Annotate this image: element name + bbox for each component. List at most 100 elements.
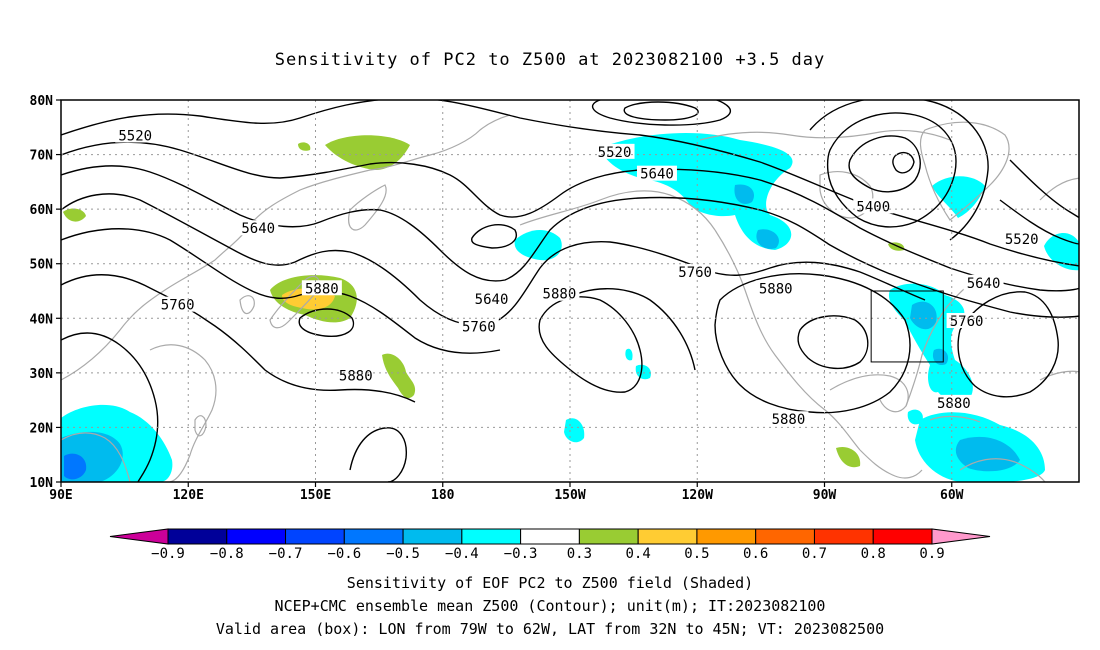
coastline-philippines [194, 415, 207, 437]
colorbar-tick-label: 0.7 [802, 546, 827, 562]
lon-tick-label: 150E [300, 488, 331, 503]
caption-line-3: Valid area (box): LON from 79W to 62W, L… [215, 620, 885, 638]
longitude-axis: 90E 120E 150E 180 150W 120W 90W 60W [49, 482, 964, 503]
colorbar-left-arrow [109, 528, 169, 545]
contour-pacific-loop [349, 427, 407, 482]
positive-region-siberia [325, 135, 410, 170]
lon-tick-label: 90E [49, 488, 72, 503]
contour-label-bg [853, 198, 894, 214]
colorbar-tick-label: −0.6 [327, 546, 361, 562]
contour-subtropical-a [61, 274, 416, 403]
contour-label-bg [238, 220, 279, 236]
coastline-gulf [829, 374, 909, 413]
contour-label-bg [946, 313, 987, 329]
contour-low-outer-2 [809, 100, 989, 241]
contour-bering-low [471, 224, 517, 249]
contour-label: 5760 [950, 314, 984, 330]
contour-label-bg [115, 127, 156, 143]
negative-region-gulf-of-alaska [600, 133, 793, 250]
contour-label: 5760 [462, 319, 496, 335]
contour-label: 5520 [118, 128, 152, 144]
lat-tick-label: 40N [30, 312, 54, 327]
coastline-europe [1039, 177, 1079, 201]
colorbar-swatch [755, 528, 815, 545]
negative-spot-pacific-c [625, 348, 633, 361]
lat-tick-label: 60N [30, 203, 54, 218]
negative-core-caribbean [955, 436, 1020, 472]
colorbar-right-arrow [931, 528, 991, 545]
negative-region-greenland [932, 176, 985, 218]
contour-label-bg [768, 411, 809, 427]
contour-atlantic-north-2 [1009, 159, 1079, 219]
contour-label-bg [157, 296, 198, 312]
map-title: Sensitivity of PC2 to Z500 at 2023082100… [274, 50, 826, 70]
colorbar-tick-label: 0.8 [861, 546, 886, 562]
contour-atlantic-high [957, 291, 1059, 398]
coastline-china [149, 344, 217, 482]
contour-labels: 5520 5520 5520 5640 5640 5640 5640 5760 5760 5760… [115, 127, 1042, 428]
positive-spot-mexico [836, 446, 861, 468]
contour-label: 5760 [161, 298, 195, 314]
coastline-kamchatka [348, 184, 387, 231]
coastline-alaska [519, 190, 716, 231]
lat-tick-label: 30N [30, 367, 54, 382]
colorbar-swatch [578, 528, 639, 545]
colorbar-tick-label: −0.5 [386, 546, 420, 562]
colorbar-tick-label: −0.8 [210, 546, 244, 562]
contour-label-bg [1001, 231, 1042, 247]
colorbar-tick-label: 0.4 [626, 546, 651, 562]
negative-core-east-coast [910, 301, 937, 330]
contour-label-bg [301, 280, 342, 296]
lon-tick-label: 180 [431, 488, 455, 503]
lon-tick-label: 60W [940, 488, 964, 503]
contour-label: 5520 [1005, 232, 1039, 248]
positive-spot-siberia [298, 142, 311, 151]
contour-label-bg [539, 285, 580, 301]
contour-label-bg [675, 263, 716, 279]
colorbar-tick-label: −0.3 [504, 546, 538, 562]
caption-line-1: Sensitivity of EOF PC2 to Z500 field (Sh… [346, 574, 754, 592]
contour-label: 5640 [241, 221, 275, 237]
contour-label: 5400 [856, 199, 890, 215]
contour-label: 5880 [759, 281, 793, 297]
contour-us-high [797, 315, 869, 369]
contour-atlantic-north [999, 199, 1079, 245]
contour-5400-low [848, 135, 921, 193]
colorbar-swatch [402, 528, 463, 545]
lon-tick-label: 120E [173, 488, 204, 503]
colorbar-swatch [813, 528, 874, 545]
contour-label-bg [594, 143, 635, 159]
lat-tick-label: 70N [30, 149, 54, 164]
colorbar-tick-label: 0.3 [567, 546, 592, 562]
contour-5520-inner-arctic [591, 100, 732, 126]
lat-tick-label: 50N [30, 258, 54, 273]
colorbar-tick-label: −0.9 [151, 546, 185, 562]
lon-tick-label: 120W [682, 488, 713, 503]
contour-label: 5760 [678, 265, 712, 281]
contour-layer [61, 100, 1079, 482]
contour-label: 5640 [475, 292, 509, 308]
positive-spot-canada [888, 242, 905, 251]
contour-5520-arctic-2 [623, 101, 699, 121]
colorbar-swatch [343, 528, 404, 545]
contour-5520-north [61, 100, 1079, 267]
contour-label-bg [755, 280, 796, 296]
coastline-east-us [905, 277, 979, 407]
contour-us-high-outer [714, 273, 911, 414]
contour-label: 5640 [640, 167, 674, 183]
coastline-canada-arctic [699, 129, 951, 141]
latitude-axis: 80N 70N 60N 50N 40N 30N 20N 10N [30, 94, 61, 491]
negative-core-canada [756, 229, 779, 249]
positive-region-west-pacific [382, 353, 416, 399]
coastline-korea [239, 295, 255, 315]
contour-5400-inner [892, 151, 915, 174]
colorbar-swatch [285, 528, 345, 545]
negative-spot-pacific-a [564, 418, 585, 443]
contour-label-bg [963, 274, 1004, 290]
lat-tick-label: 80N [30, 94, 54, 109]
contour-low-outer-1 [826, 112, 957, 228]
coastline-mexico [859, 449, 923, 479]
contour-label: 5880 [543, 287, 577, 303]
shaded-sensitivity-layer [61, 133, 1079, 482]
colorbar-tick-label: 0.5 [684, 546, 709, 562]
